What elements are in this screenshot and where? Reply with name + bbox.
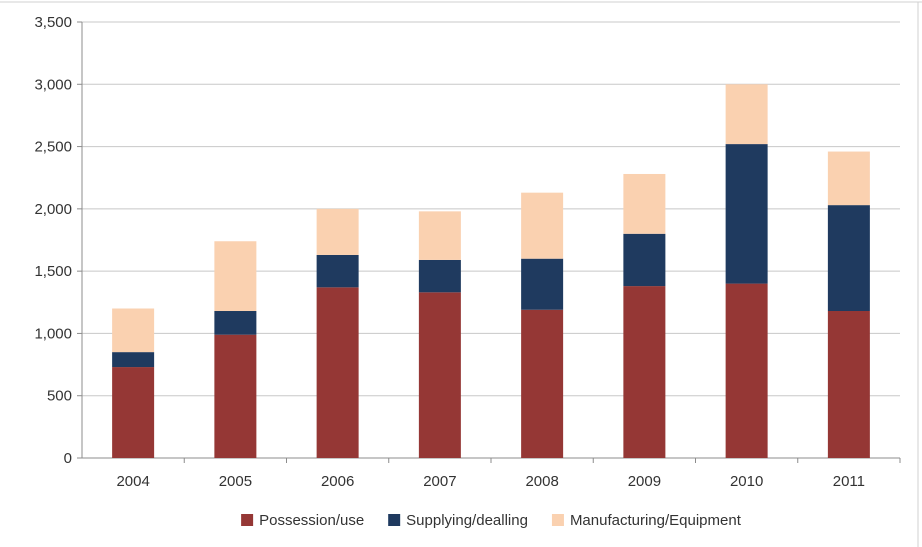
bar-2007-supplying-dealling [418,259,461,293]
y-tick-label-2500: 2,500 [34,139,72,156]
bar-2010-supplying-dealling [725,144,768,284]
bar-2008-supplying-dealling [521,258,564,310]
bar-2007-manufacturing-equipment [418,211,461,260]
bar-2006-supplying-dealling [316,254,359,288]
legend-label-supplying-dealling: Supplying/dealling [406,512,528,529]
x-tick-label-2011: 2011 [833,473,865,490]
legend-swatch-supplying-dealling [388,514,401,526]
legend-swatch-possession-use [241,514,254,526]
bar-2011-possession-use [827,311,870,458]
bar-2004-possession-use [112,367,155,458]
bar-2007-possession-use [418,292,461,458]
y-tick-label-1000: 1,000 [34,325,72,342]
bar-2005-supplying-dealling [214,311,257,335]
x-tick-label-2009: 2009 [628,473,661,490]
y-tick-label-0: 0 [64,450,72,467]
x-tick-label-2004: 2004 [116,473,149,490]
bar-2006-manufacturing-equipment [316,208,359,255]
y-tick-label-2000: 2,000 [34,201,72,218]
y-tick-label-3000: 3,000 [34,76,72,93]
legend-swatch-manufacturing-equipment [551,514,564,526]
legend-label-possession-use: Possession/use [259,512,364,529]
bar-2008-manufacturing-equipment [521,192,564,259]
y-tick-label-1500: 1,500 [34,263,72,280]
y-tick-label-3500: 3,500 [34,14,72,31]
bar-2011-manufacturing-equipment [827,151,870,206]
x-tick-label-2007: 2007 [423,473,456,490]
bar-2004-manufacturing-equipment [112,308,155,353]
bar-2010-manufacturing-equipment [725,84,768,145]
bar-2009-possession-use [623,286,666,458]
bar-2010-possession-use [725,283,768,458]
x-tick-label-2006: 2006 [321,473,354,490]
bar-2011-supplying-dealling [827,205,870,312]
bar-2005-possession-use [214,334,257,458]
bar-2005-manufacturing-equipment [214,241,257,312]
bar-2004-supplying-dealling [112,352,155,368]
x-tick-label-2005: 2005 [219,473,252,490]
bar-2008-possession-use [521,309,564,458]
bar-2009-manufacturing-equipment [623,173,666,234]
x-tick-label-2008: 2008 [525,473,558,490]
bar-2009-supplying-dealling [623,233,666,287]
x-tick-label-2010: 2010 [730,473,763,490]
y-tick-label-500: 500 [47,388,72,405]
legend-label-manufacturing-equipment: Manufacturing/Equipment [570,512,742,529]
bar-2006-possession-use [316,287,359,458]
